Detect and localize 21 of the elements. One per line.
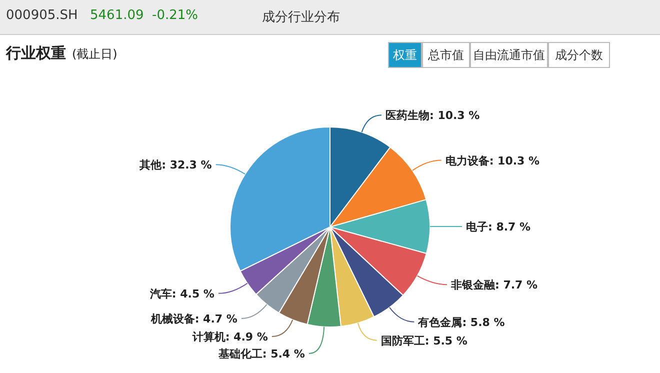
chart-subtitle: (截止日): [72, 47, 118, 61]
text: -0.21%: [152, 8, 198, 23]
text: 成分行业分布: [262, 9, 340, 26]
slice-label: 国防军工: 5.5 %: [380, 334, 468, 348]
text: 权重: [388, 42, 422, 68]
text: 000905.SH: [6, 8, 78, 23]
slice-label: 电力设备: 10.3 %: [445, 154, 540, 168]
slice-label: 其他: 32.3 %: [138, 158, 212, 172]
chart-title: 行业权重: [6, 44, 66, 62]
slice-label: 机械设备: 4.7 %: [150, 312, 238, 326]
slice-label: 电子: 8.7 %: [466, 220, 531, 234]
slice-label: 基础化工: 5.4 %: [217, 347, 305, 360]
text: 总市值: [422, 42, 470, 68]
text: 自由流通市值: [470, 42, 548, 68]
slice-label: 计算机: 4.9 %: [191, 330, 268, 344]
slice-label: 汽车: 4.5 %: [148, 287, 214, 300]
text: 成分个数: [548, 42, 610, 68]
text: 5461.09: [90, 8, 144, 23]
slice-label: 医药生物: 10.3 %: [385, 109, 480, 122]
slice-label: 有色金属: 5.8 %: [417, 316, 505, 329]
slice-label: 非银金融: 7.7 %: [450, 278, 538, 292]
